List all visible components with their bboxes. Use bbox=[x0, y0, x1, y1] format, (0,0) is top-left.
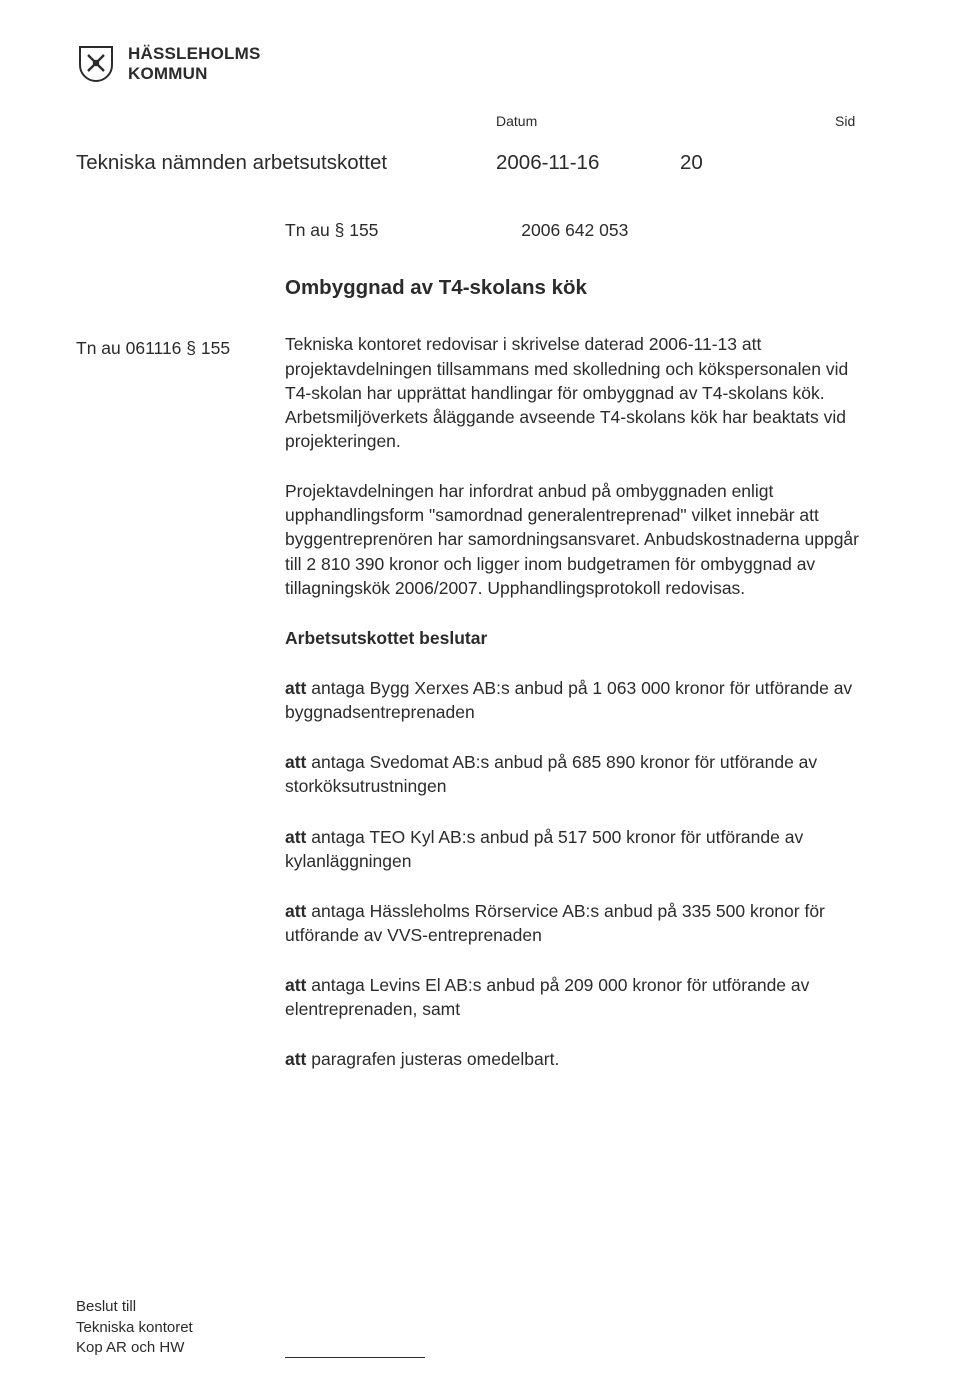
subject-heading: Ombyggnad av T4-skolans kök bbox=[285, 274, 862, 302]
decision-lead: att bbox=[285, 975, 306, 995]
committee-name: Tekniska nämnden arbetsutskottet bbox=[76, 151, 387, 174]
decision-1: att antaga Bygg Xerxes AB:s anbud på 1 0… bbox=[285, 676, 862, 724]
decision-5: att antaga Levins El AB:s anbud på 209 0… bbox=[285, 973, 862, 1021]
footer-line-3: Kop AR och HW bbox=[76, 1338, 193, 1358]
decision-text: antaga Levins El AB:s anbud på 209 000 k… bbox=[285, 975, 809, 1019]
document-date: 2006-11-16 bbox=[496, 149, 599, 177]
paragraph-1: Tekniska kontoret redovisar i skrivelse … bbox=[285, 332, 862, 453]
footer-line-1: Beslut till bbox=[76, 1297, 193, 1317]
organization-name-line1: HÄSSLEHOLMS bbox=[128, 44, 261, 64]
decision-text: paragrafen justeras omedelbart. bbox=[306, 1049, 559, 1069]
meta-labels: Datum Sid bbox=[496, 112, 537, 131]
organization-name: HÄSSLEHOLMS KOMMUN bbox=[128, 44, 261, 83]
coat-of-arms-icon bbox=[76, 44, 116, 84]
footer-distribution: Beslut till Tekniska kontoret Kop AR och… bbox=[76, 1297, 193, 1358]
decision-4: att antaga Hässleholms Rörservice AB:s a… bbox=[285, 899, 862, 947]
document-header: HÄSSLEHOLMS KOMMUN bbox=[76, 44, 884, 84]
decision-text: antaga Svedomat AB:s anbud på 685 890 kr… bbox=[285, 752, 817, 796]
decision-lead: att bbox=[285, 1049, 306, 1069]
organization-name-line2: KOMMUN bbox=[128, 64, 261, 84]
decision-text: antaga Bygg Xerxes AB:s anbud på 1 063 0… bbox=[285, 678, 852, 722]
paragraph-2: Projektavdelningen har infordrat anbud p… bbox=[285, 479, 862, 600]
reference-2: 2006 642 053 bbox=[521, 218, 628, 242]
decision-header: Arbetsutskottet beslutar bbox=[285, 626, 862, 650]
decision-text: antaga TEO Kyl AB:s anbud på 517 500 kro… bbox=[285, 827, 803, 871]
decision-text: antaga Hässleholms Rörservice AB:s anbud… bbox=[285, 901, 825, 945]
decision-6: att paragrafen justeras omedelbart. bbox=[285, 1047, 862, 1071]
document-title-row: Tekniska nämnden arbetsutskottet 2006-11… bbox=[76, 149, 884, 177]
decision-lead: att bbox=[285, 752, 306, 772]
decision-lead: att bbox=[285, 901, 306, 921]
document-body: Tn au § 155 2006 642 053 Ombyggnad av T4… bbox=[285, 218, 862, 1098]
footer-line-2: Tekniska kontoret bbox=[76, 1318, 193, 1338]
sid-label: Sid bbox=[835, 112, 855, 131]
decision-lead: att bbox=[285, 678, 306, 698]
decision-lead: att bbox=[285, 827, 306, 847]
document-page-number: 20 bbox=[680, 149, 703, 177]
reference-1: Tn au § 155 bbox=[285, 220, 378, 240]
datum-label: Datum bbox=[496, 113, 537, 129]
margin-reference: Tn au 061116 § 155 bbox=[76, 336, 230, 360]
decision-3: att antaga TEO Kyl AB:s anbud på 517 500… bbox=[285, 825, 862, 873]
reference-line: Tn au § 155 2006 642 053 bbox=[285, 218, 862, 242]
signature-line bbox=[285, 1357, 425, 1358]
decision-2: att antaga Svedomat AB:s anbud på 685 89… bbox=[285, 750, 862, 798]
